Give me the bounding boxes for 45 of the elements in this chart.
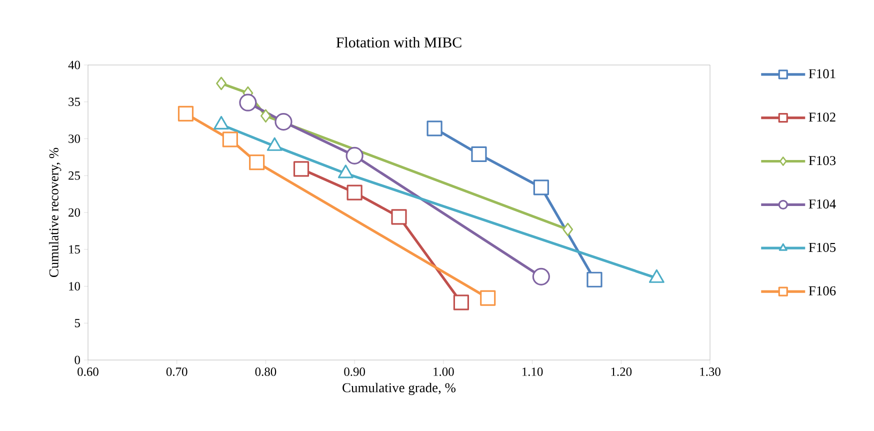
x-tick-label: 1.20 (611, 368, 632, 376)
point (222, 132, 238, 148)
y-tick-label: 10 (69, 282, 80, 290)
y-tick-label: 30 (68, 134, 80, 143)
y-axis-title: Cumulative recovery, % (48, 148, 62, 278)
x-axis-title: Cumulative grade, % (342, 382, 456, 396)
point (532, 268, 550, 286)
x-tick-label: 1.00 (434, 368, 454, 376)
y-tick-label: 15 (69, 245, 80, 254)
point (249, 154, 265, 170)
x-tick-label: 0.70 (166, 368, 188, 376)
legend-label: F106 (808, 286, 836, 296)
point (586, 272, 602, 288)
x-tick-label: 1.10 (522, 368, 543, 376)
point (562, 222, 574, 236)
y-tick-label: 35 (68, 98, 80, 106)
x-tick-label: 1.30 (700, 368, 720, 376)
legend-label: F104 (808, 199, 836, 209)
y-tick-label: 25 (68, 171, 80, 180)
x-tick-label: 0.80 (255, 368, 276, 376)
legend-label: F103 (808, 156, 836, 166)
y-tick-label: 40 (68, 60, 80, 70)
point (274, 112, 292, 131)
y-tick-label: 5 (74, 318, 80, 328)
x-tick-label: 0.90 (344, 368, 365, 376)
point (346, 184, 362, 200)
legend-label: F102 (808, 112, 836, 122)
point (260, 109, 271, 123)
point (391, 209, 407, 225)
point (178, 106, 194, 122)
point (293, 161, 310, 177)
point (471, 146, 487, 162)
point (533, 180, 549, 196)
legend-label: F101 (808, 69, 836, 78)
point (216, 76, 226, 90)
point (426, 120, 442, 136)
y-tick-label: 0 (74, 356, 80, 364)
point (346, 146, 364, 165)
point (480, 290, 496, 306)
point (239, 94, 257, 112)
legend-label: F105 (808, 242, 836, 252)
point (453, 294, 469, 310)
y-tick-label: 20 (68, 208, 80, 217)
x-tick-label: 0.60 (78, 368, 98, 376)
chart-title: Flotation with MIBC (336, 36, 462, 48)
